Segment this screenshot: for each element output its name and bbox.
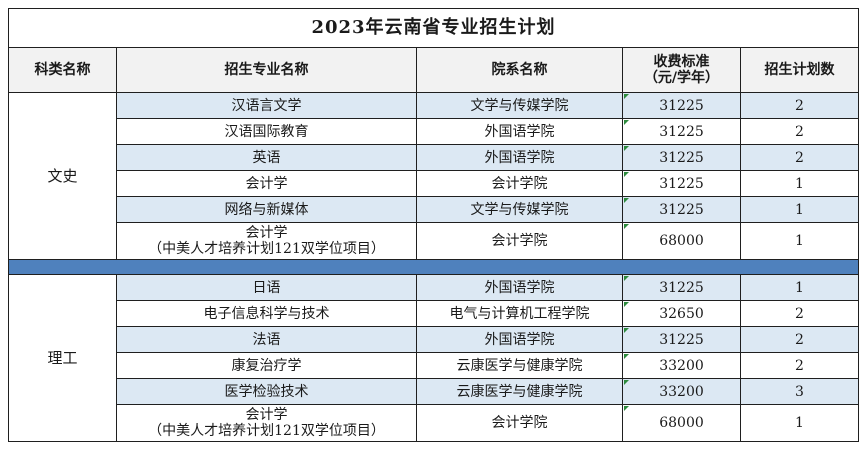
header-fee-line1: 收费标准 — [653, 54, 710, 70]
major-cell: 日语 — [116, 274, 417, 301]
header-department: 院系名称 — [416, 47, 623, 93]
table-row: 文史 汉语言文学 文学与传媒学院 31225 2 — [8, 92, 860, 260]
major-cell: 会计学 （中美人才培养计划121双学位项目） — [116, 222, 417, 260]
plan-cell: 1 — [739, 274, 860, 301]
major-name: 汉语言文学 — [231, 97, 302, 114]
major-name: 电子信息科学与技术 — [203, 305, 330, 322]
header-fee-line2: （元/学年） — [643, 70, 720, 86]
fee-cell: 32650 — [622, 300, 741, 327]
department-cell: 文学与传媒学院 — [416, 92, 623, 119]
major-cell: 电子信息科学与技术 — [116, 300, 417, 327]
table-row: 会计学 （中美人才培养计划121双学位项目） 会计学院 68000 1 — [9, 404, 860, 442]
fee-cell: 31225 — [622, 92, 741, 119]
enrollment-plan-sheet: 2023年云南省专业招生计划 科类名称 招生专业名称 院系名称 收费标准 （元/… — [7, 8, 860, 460]
table-row: 医学检验技术 云康医学与健康学院 33200 3 — [9, 378, 860, 405]
fee-cell: 31225 — [622, 170, 741, 197]
major-name: 会计学 — [245, 407, 288, 423]
major-cell: 康复治疗学 — [116, 352, 417, 379]
fee-cell: 31225 — [622, 118, 741, 145]
department-cell: 云康医学与健康学院 — [416, 352, 623, 379]
plan-cell: 2 — [739, 118, 860, 145]
fee-cell: 68000 — [622, 404, 741, 442]
category-cell: 文史 — [8, 92, 117, 260]
major-name: 日语 — [252, 279, 281, 296]
major-cell: 法语 — [116, 326, 417, 353]
fee-cell: 33200 — [622, 378, 741, 405]
plan-cell: 2 — [739, 300, 860, 327]
department-cell: 外国语学院 — [416, 144, 623, 171]
fee-cell: 31225 — [622, 144, 741, 171]
header-category: 科类名称 — [8, 47, 117, 93]
table-row: 会计学 会计学院 31225 1 — [9, 170, 860, 197]
fee-cell: 31225 — [622, 326, 741, 353]
header-plan: 招生计划数 — [739, 47, 860, 93]
separator-band — [7, 259, 860, 275]
department-cell: 会计学院 — [416, 404, 623, 442]
major-name: 英语 — [252, 149, 281, 166]
header-fee: 收费标准 （元/学年） — [622, 47, 741, 93]
major-cell: 会计学 — [116, 170, 417, 197]
plan-cell: 3 — [739, 378, 860, 405]
header-major: 招生专业名称 — [116, 47, 417, 93]
table-title: 2023年云南省专业招生计划 — [7, 8, 860, 48]
table-row: 会计学 （中美人才培养计划121双学位项目） 会计学院 68000 1 — [9, 222, 860, 260]
major-name: 康复治疗学 — [231, 357, 302, 374]
major-cell: 医学检验技术 — [116, 378, 417, 405]
major-name: 会计学 — [245, 175, 288, 192]
header-row: 科类名称 招生专业名称 院系名称 收费标准 （元/学年） 招生计划数 — [8, 47, 860, 93]
plan-cell: 2 — [739, 326, 860, 353]
fee-cell: 31225 — [622, 196, 741, 223]
major-name: 汉语国际教育 — [224, 123, 309, 140]
department-cell: 云康医学与健康学院 — [416, 378, 623, 405]
major-cell: 网络与新媒体 — [116, 196, 417, 223]
plan-cell: 1 — [739, 222, 860, 260]
department-cell: 外国语学院 — [416, 326, 623, 353]
major-name: 网络与新媒体 — [224, 201, 309, 218]
title-row: 2023年云南省专业招生计划 — [7, 8, 860, 48]
plan-cell: 2 — [739, 92, 860, 119]
department-cell: 电气与计算机工程学院 — [416, 300, 623, 327]
major-cell: 英语 — [116, 144, 417, 171]
department-cell: 文学与传媒学院 — [416, 196, 623, 223]
department-cell: 外国语学院 — [416, 274, 623, 301]
table-row: 法语 外国语学院 31225 2 — [9, 326, 860, 353]
table-row: 理工 日语 外国语学院 31225 1 — [8, 274, 860, 442]
table-row: 汉语国际教育 外国语学院 31225 2 — [9, 118, 860, 145]
category-cell: 理工 — [8, 274, 117, 442]
enrollment-plan-table: 2023年云南省专业招生计划 科类名称 招生专业名称 院系名称 收费标准 （元/… — [7, 8, 860, 442]
department-cell: 会计学院 — [416, 170, 623, 197]
plan-cell: 1 — [739, 196, 860, 223]
major-name: 医学检验技术 — [224, 383, 309, 400]
department-cell: 外国语学院 — [416, 118, 623, 145]
table-row: 电子信息科学与技术 电气与计算机工程学院 32650 2 — [9, 300, 860, 327]
plan-cell: 2 — [739, 352, 860, 379]
table-row: 网络与新媒体 文学与传媒学院 31225 1 — [9, 196, 860, 223]
major-cell: 会计学 （中美人才培养计划121双学位项目） — [116, 404, 417, 442]
fee-cell: 33200 — [622, 352, 741, 379]
plan-cell: 1 — [739, 404, 860, 442]
fee-cell: 68000 — [622, 222, 741, 260]
plan-cell: 1 — [739, 170, 860, 197]
table-row: 英语 外国语学院 31225 2 — [9, 144, 860, 171]
major-name: 会计学 — [245, 225, 288, 241]
department-cell: 会计学院 — [416, 222, 623, 260]
table-row: 康复治疗学 云康医学与健康学院 33200 2 — [9, 352, 860, 379]
plan-cell: 2 — [739, 144, 860, 171]
major-note: （中美人才培养计划121双学位项目） — [148, 423, 385, 439]
major-note: （中美人才培养计划121双学位项目） — [148, 241, 385, 257]
group-separator — [7, 259, 860, 275]
major-cell: 汉语言文学 — [116, 92, 417, 119]
major-name: 法语 — [252, 331, 281, 348]
fee-cell: 31225 — [622, 274, 741, 301]
major-cell: 汉语国际教育 — [116, 118, 417, 145]
